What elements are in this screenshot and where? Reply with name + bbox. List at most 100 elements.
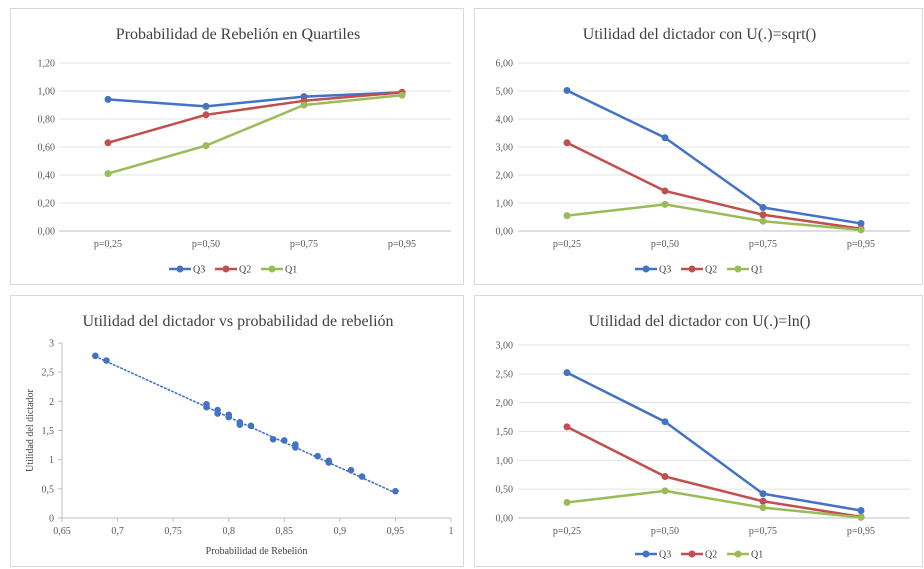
series-line-q2 <box>566 425 862 519</box>
series-line-q1 <box>566 203 862 232</box>
y-tick-label: 1,00 <box>496 456 514 467</box>
data-point-q1 <box>661 487 669 495</box>
data-point-q3 <box>563 86 571 94</box>
chart-panel-utility-sqrt: Utilidad del dictador con U(.)=sqrt() 0,0… <box>474 8 923 285</box>
x-tick-label: 0,9 <box>334 526 347 537</box>
legend-marker-q3 <box>642 265 650 273</box>
x-axis-title: Probabilidad de Rebelión <box>206 546 308 557</box>
y-tick-label: 2,5 <box>42 368 55 379</box>
x-tick-label: 0,8 <box>222 526 235 537</box>
utility-vs-probability-scatter: Utilidad del dictador vs probabilidad de… <box>25 313 454 557</box>
series-line-q2 <box>566 141 862 230</box>
scatter-point <box>214 410 221 417</box>
legend-marker-q1 <box>734 550 742 558</box>
data-point-q1 <box>104 170 112 178</box>
chart-title: Utilidad del dictador con U(.)=ln() <box>589 313 811 330</box>
rebellion-probability-chart: Probabilidad de Rebelión en Quartiles 0,0… <box>38 26 451 276</box>
x-category-label: p=0,25 <box>553 239 581 250</box>
y-tick-label: 4,00 <box>496 115 514 126</box>
y-tick-label: 1,50 <box>496 427 514 438</box>
chart-title: Utilidad del dictador con U(.)=sqrt() <box>583 26 816 43</box>
x-category-label: p=0,50 <box>192 239 220 250</box>
x-category-label: p=0,25 <box>553 526 581 537</box>
data-point-q3 <box>661 134 669 142</box>
scatter-point <box>292 444 299 451</box>
data-point-q1 <box>857 226 865 234</box>
x-tick-label: 0,95 <box>387 526 405 537</box>
data-point-q1 <box>759 217 767 225</box>
x-category-label: p=0,95 <box>847 526 875 537</box>
y-tick-label: 2 <box>49 397 54 408</box>
data-point-q2 <box>202 111 210 119</box>
data-point-q1 <box>202 142 210 150</box>
y-tick-label: 3,00 <box>496 341 514 352</box>
x-category-label: p=0,25 <box>94 239 122 250</box>
legend-marker-q3 <box>176 265 184 273</box>
series-line-q3 <box>566 371 862 512</box>
scatter-point <box>325 459 333 466</box>
trendline <box>94 355 397 494</box>
data-point-q2 <box>661 472 669 480</box>
data-point-q1 <box>759 504 767 512</box>
utility-sqrt-chart: Utilidad del dictador con U(.)=sqrt() 0,0… <box>496 26 910 276</box>
data-point-q1 <box>563 212 571 220</box>
y-tick-label: 6,00 <box>496 59 514 70</box>
y-tick-label: 0,20 <box>38 199 56 210</box>
y-tick-label: 0,50 <box>496 485 514 496</box>
legend-marker-q2 <box>688 550 696 558</box>
scatter-point <box>92 352 99 360</box>
series-line-q3 <box>566 89 862 225</box>
y-tick-label: 2,00 <box>496 398 514 409</box>
data-point-q3 <box>104 95 112 103</box>
legend-label-q3: Q3 <box>659 550 671 561</box>
legend-label-q3: Q3 <box>193 265 205 276</box>
series-line-q1 <box>566 489 862 519</box>
data-point-q3 <box>857 507 865 515</box>
y-tick-label: 0,60 <box>38 143 56 154</box>
x-tick-label: 0,75 <box>164 526 182 537</box>
y-tick-label: 1,5 <box>42 426 55 437</box>
legend-label-q1: Q1 <box>285 265 297 276</box>
y-tick-label: 0,5 <box>42 484 55 495</box>
chart-panel-utility-vs-probability: Utilidad del dictador vs probabilidad de… <box>10 295 464 567</box>
chart-title: Utilidad del dictador vs probabilidad de… <box>82 313 393 330</box>
legend-marker-q2 <box>688 265 696 273</box>
data-point-q3 <box>202 102 210 110</box>
legend-marker-q1 <box>268 265 276 273</box>
scatter-point <box>236 421 244 428</box>
y-tick-label: 1 <box>49 455 54 466</box>
y-tick-label: 0,00 <box>496 514 514 525</box>
chart-panel-rebellion-probability: Probabilidad de Rebelión en Quartiles 0,0… <box>10 8 464 285</box>
legend-label-q1: Q1 <box>751 265 763 276</box>
scatter-point <box>103 357 110 364</box>
data-point-q1 <box>398 91 406 99</box>
legend-marker-q1 <box>734 265 742 273</box>
data-point-q3 <box>857 219 865 227</box>
data-point-q2 <box>759 211 767 219</box>
y-tick-label: 2,50 <box>496 369 514 380</box>
x-category-label: p=0,95 <box>847 239 875 250</box>
legend-label-q3: Q3 <box>659 265 671 276</box>
x-category-label: p=0,75 <box>749 239 777 250</box>
data-point-q2 <box>104 139 112 147</box>
x-tick-label: 0,65 <box>53 526 71 537</box>
y-tick-label: 5,00 <box>496 87 514 98</box>
data-point-q2 <box>759 497 767 505</box>
x-tick-label: 1 <box>449 526 454 537</box>
series-line-q2 <box>107 91 403 145</box>
legend-marker-q3 <box>642 550 650 558</box>
x-category-label: p=0,75 <box>290 239 318 250</box>
scatter-point <box>347 466 355 474</box>
data-point-q1 <box>661 200 669 208</box>
data-point-q1 <box>563 498 571 506</box>
y-tick-label: 0,40 <box>38 171 56 182</box>
data-point-q1 <box>857 513 865 521</box>
utility-ln-chart: Utilidad del dictador con U(.)=ln() 0,00 0… <box>496 313 910 561</box>
legend-label-q2: Q2 <box>705 265 717 276</box>
chart-title: Probabilidad de Rebelión en Quartiles <box>116 26 360 43</box>
scatter-point <box>225 413 233 421</box>
y-tick-label: 3,00 <box>496 143 514 154</box>
data-point-q2 <box>661 187 669 195</box>
y-tick-label: 0,80 <box>38 115 56 126</box>
y-tick-label: 0 <box>49 514 54 525</box>
